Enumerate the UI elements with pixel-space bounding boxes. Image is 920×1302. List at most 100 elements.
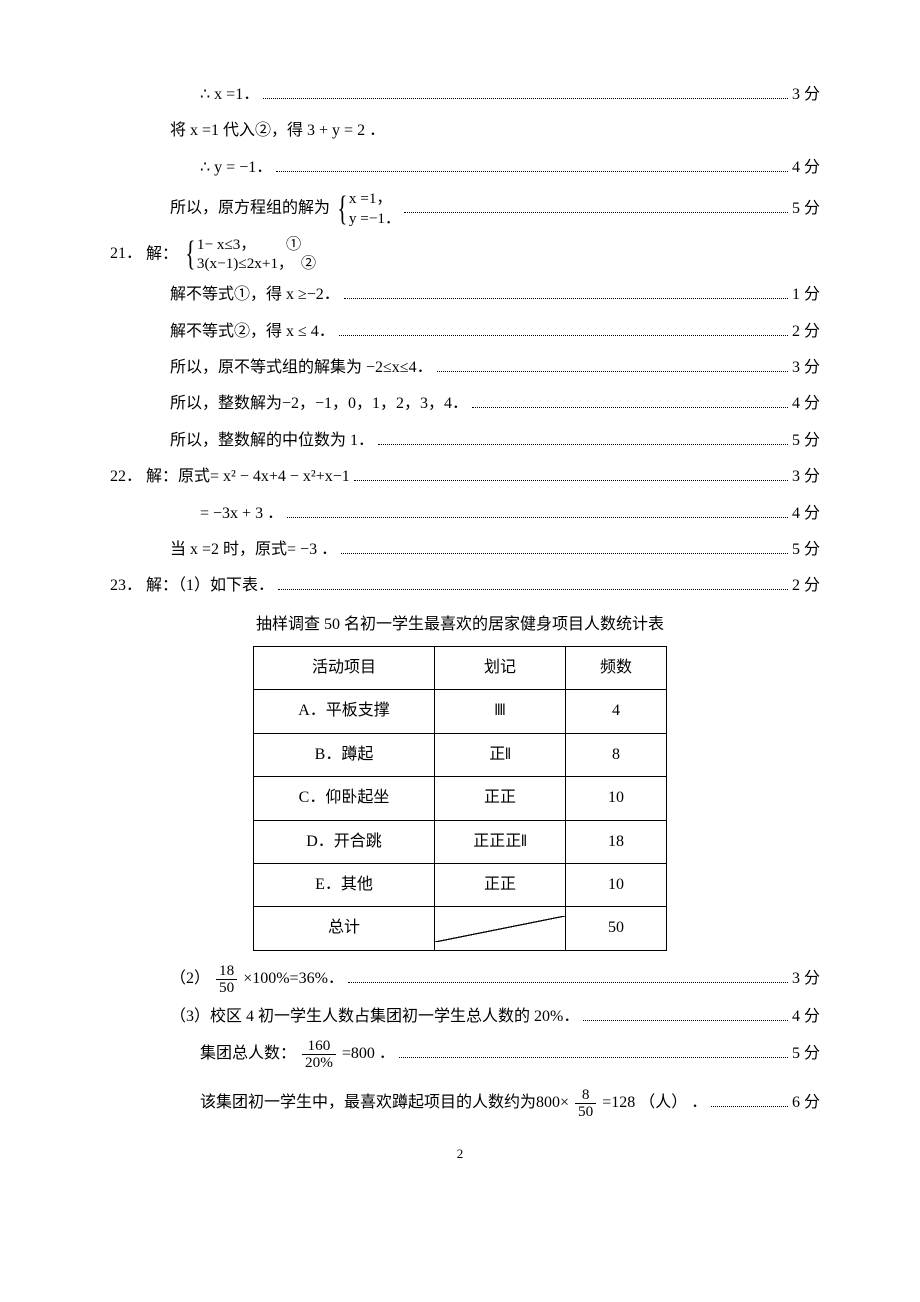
- row: y =−1．: [349, 209, 400, 229]
- page-number: 2: [100, 1142, 820, 1167]
- p21-l3: 所以，原不等式组的解集为 −2≤x≤4． 3 分: [100, 353, 820, 383]
- denominator: 50: [216, 980, 237, 996]
- row: 1− x≤3， ①: [197, 235, 316, 255]
- system-rows: 1− x≤3， ① 3(x−1)≤2x+1， ②: [197, 235, 316, 275]
- table-row-total: 总计 50: [254, 907, 667, 950]
- problem-number: 21．: [110, 239, 146, 269]
- cell-freq: 50: [566, 907, 667, 950]
- score: 4 分: [792, 153, 820, 183]
- p20-line1: ∴ x =1． 3 分: [100, 80, 820, 110]
- th-freq: 频数: [566, 647, 667, 690]
- brace-icon: {: [337, 197, 347, 222]
- tally-table: 活动项目 划记 频数 A．平板支撑 𝍬 4 B．蹲起 正𝍪 8 C．仰卧起坐 正…: [253, 646, 667, 951]
- p22-l2: = −3x + 3 ． 4 分: [100, 499, 820, 529]
- prefix: 该集团初一学生中，最喜欢蹲起项目的人数约为800×: [200, 1094, 569, 1111]
- numerator: 18: [216, 963, 237, 980]
- fraction: 18 50: [216, 963, 237, 996]
- prefix: 解：: [146, 245, 178, 262]
- text: ∴ y = −1．: [200, 153, 272, 183]
- score: 2 分: [792, 317, 820, 347]
- cell-freq: 4: [566, 690, 667, 733]
- table-row: E．其他 正正 10: [254, 864, 667, 907]
- text: 解：原式= x² − 4x+4 − x²+x−1: [146, 462, 350, 492]
- text: 所以，原不等式组的解集为 −2≤x≤4．: [170, 353, 433, 383]
- dot-leader: [339, 322, 788, 336]
- dot-leader: [437, 358, 788, 372]
- dot-leader: [348, 969, 788, 983]
- prefix: （2）: [170, 970, 210, 987]
- p23-part3-l1: （3）校区 4 初一学生人数占集团初一学生总人数的 20%． 4 分: [100, 1002, 820, 1032]
- score: 2 分: [792, 571, 820, 601]
- score: 4 分: [792, 499, 820, 529]
- dot-leader: [404, 199, 788, 213]
- table-row: A．平板支撑 𝍬 4: [254, 690, 667, 733]
- table-row: B．蹲起 正𝍪 8: [254, 733, 667, 776]
- dot-leader: [472, 395, 788, 409]
- text: 集团总人数： 160 20% =800 ．: [200, 1038, 395, 1071]
- denominator: 20%: [302, 1055, 336, 1071]
- dot-leader: [378, 431, 788, 445]
- score: 1 分: [792, 280, 820, 310]
- numerator: 8: [575, 1087, 596, 1104]
- table-caption: 抽样调查 50 名初一学生最喜欢的居家健身项目人数统计表: [100, 610, 820, 640]
- score: 3 分: [792, 80, 820, 110]
- th-tally: 划记: [435, 647, 566, 690]
- text: 解： { 1− x≤3， ① 3(x−1)≤2x+1， ②: [146, 235, 316, 275]
- p20-line4: 所以，原方程组的解为 { x =1， y =−1． 5 分: [100, 189, 820, 229]
- table-row: C．仰卧起坐 正正 10: [254, 777, 667, 820]
- score: 4 分: [792, 389, 820, 419]
- problem-number: 23．: [110, 571, 146, 601]
- brace-icon: {: [185, 242, 195, 267]
- dot-leader: [263, 85, 788, 99]
- prefix: 所以，原方程组的解为: [170, 200, 330, 217]
- cell-activity: E．其他: [254, 864, 435, 907]
- p21-head: 21． 解： { 1− x≤3， ① 3(x−1)≤2x+1， ②: [100, 235, 820, 275]
- dot-leader: [341, 540, 788, 554]
- text: ∴ x =1．: [200, 80, 259, 110]
- text: = −3x + 3 ．: [200, 499, 283, 529]
- cell-freq: 18: [566, 820, 667, 863]
- p21-l4: 所以，整数解为−2，−1，0，1，2，3，4． 4 分: [100, 389, 820, 419]
- text: 该集团初一学生中，最喜欢蹲起项目的人数约为800× 8 50 =128 （人） …: [200, 1087, 707, 1120]
- fraction: 8 50: [575, 1087, 596, 1120]
- cell-freq: 10: [566, 777, 667, 820]
- denominator: 50: [575, 1104, 596, 1120]
- suffix: ×100%=36%．: [243, 970, 344, 987]
- score: 5 分: [792, 535, 820, 565]
- cell-tally: 正正: [435, 777, 566, 820]
- dot-leader: [711, 1094, 788, 1108]
- table-header-row: 活动项目 划记 频数: [254, 647, 667, 690]
- p23-part2: （2） 18 50 ×100%=36%． 3 分: [100, 963, 820, 996]
- system-rows: x =1， y =−1．: [349, 189, 400, 229]
- score: 4 分: [792, 1002, 820, 1032]
- prefix: 集团总人数：: [200, 1045, 296, 1062]
- cell-tally: 正正正𝍪: [435, 820, 566, 863]
- text: 解不等式①，得 x ≥−2．: [170, 280, 340, 310]
- score: 5 分: [792, 426, 820, 456]
- suffix: =800 ．: [342, 1045, 395, 1062]
- cell-activity: D．开合跳: [254, 820, 435, 863]
- cell-freq: 8: [566, 733, 667, 776]
- text: 解不等式②，得 x ≤ 4．: [170, 317, 335, 347]
- text: （2） 18 50 ×100%=36%．: [170, 963, 344, 996]
- row: 3(x−1)≤2x+1， ②: [197, 254, 316, 274]
- text: 当 x =2 时，原式= −3 ．: [170, 535, 337, 565]
- problem-number: 22．: [110, 462, 146, 492]
- text: 解：（1）如下表．: [146, 571, 274, 601]
- p23-part3-l2: 集团总人数： 160 20% =800 ． 5 分: [100, 1038, 820, 1071]
- p23-l1: 23． 解：（1）如下表． 2 分: [100, 571, 820, 601]
- system-brace: { x =1， y =−1．: [334, 189, 400, 229]
- p22-l3: 当 x =2 时，原式= −3 ． 5 分: [100, 535, 820, 565]
- row: x =1，: [349, 189, 400, 209]
- score: 3 分: [792, 964, 820, 994]
- score: 5 分: [792, 194, 820, 224]
- p21-l5: 所以，整数解的中位数为 1． 5 分: [100, 426, 820, 456]
- text: 将 x =1 代入②，得 3 + y = 2 ．: [170, 116, 385, 146]
- dot-leader: [344, 285, 788, 299]
- cell-freq: 10: [566, 864, 667, 907]
- diagonal-icon: [435, 916, 565, 942]
- dot-leader: [278, 577, 788, 591]
- cell-tally: 正正: [435, 864, 566, 907]
- cell-tally-diag: [435, 907, 566, 950]
- cell-activity: 总计: [254, 907, 435, 950]
